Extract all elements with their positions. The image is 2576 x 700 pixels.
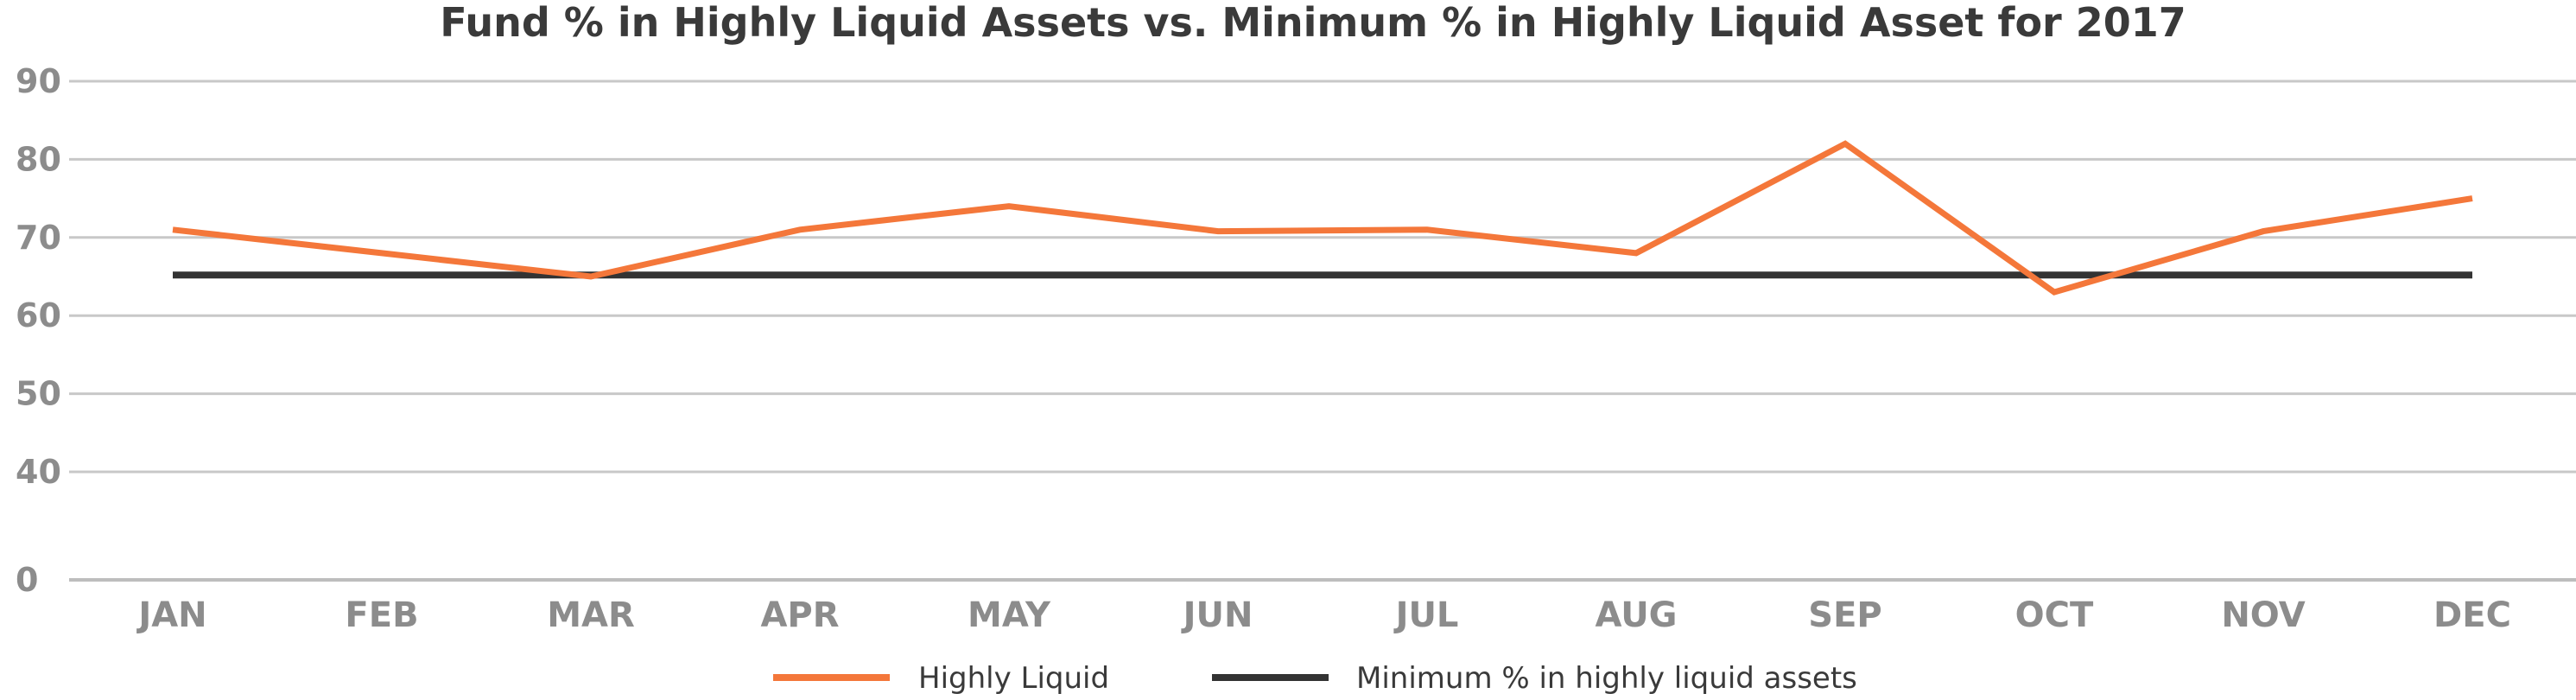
y-tick-label: 40 (16, 453, 61, 491)
legend-label: Highly Liquid (918, 661, 1109, 696)
x-tick-label: JAN (136, 595, 206, 635)
legend-label: Minimum % in highly liquid assets (1356, 661, 1857, 696)
x-tick-label: SEP (1808, 595, 1881, 635)
x-tick-label: MAY (968, 595, 1051, 635)
y-tick-label: 60 (16, 296, 61, 334)
y-tick-label: 80 (16, 140, 61, 178)
x-tick-label: JUN (1181, 595, 1253, 635)
gridlines (69, 80, 2576, 582)
y-tick-label: 90 (16, 62, 61, 100)
y-tick-label: 50 (16, 375, 61, 413)
x-tick-label: JUL (1393, 595, 1459, 635)
x-tick-label: DEC (2433, 595, 2511, 635)
y-tick-label: 0 (16, 561, 38, 599)
y-axis-tick-labels: 0 40 50 60 70 80 90 (16, 62, 61, 599)
x-tick-label: OCT (2015, 595, 2094, 635)
highly-liquid-series-line (172, 140, 2473, 296)
x-tick-label: MAR (547, 595, 635, 635)
series-lines (172, 140, 2473, 296)
x-tick-label: APR (760, 595, 839, 635)
legend: Highly Liquid Minimum % in highly liquid … (773, 661, 1857, 696)
chart-title: Fund % in Highly Liquid Assets vs. Minim… (440, 0, 2186, 46)
y-tick-label: 70 (16, 219, 61, 257)
x-tick-label: NOV (2221, 595, 2305, 635)
x-tick-label: AUG (1595, 595, 1677, 635)
x-tick-label: FEB (345, 595, 418, 635)
x-axis-tick-labels: JAN FEB MAR APR MAY JUN JUL AUG SEP OCT NOV DEC (136, 595, 2511, 635)
